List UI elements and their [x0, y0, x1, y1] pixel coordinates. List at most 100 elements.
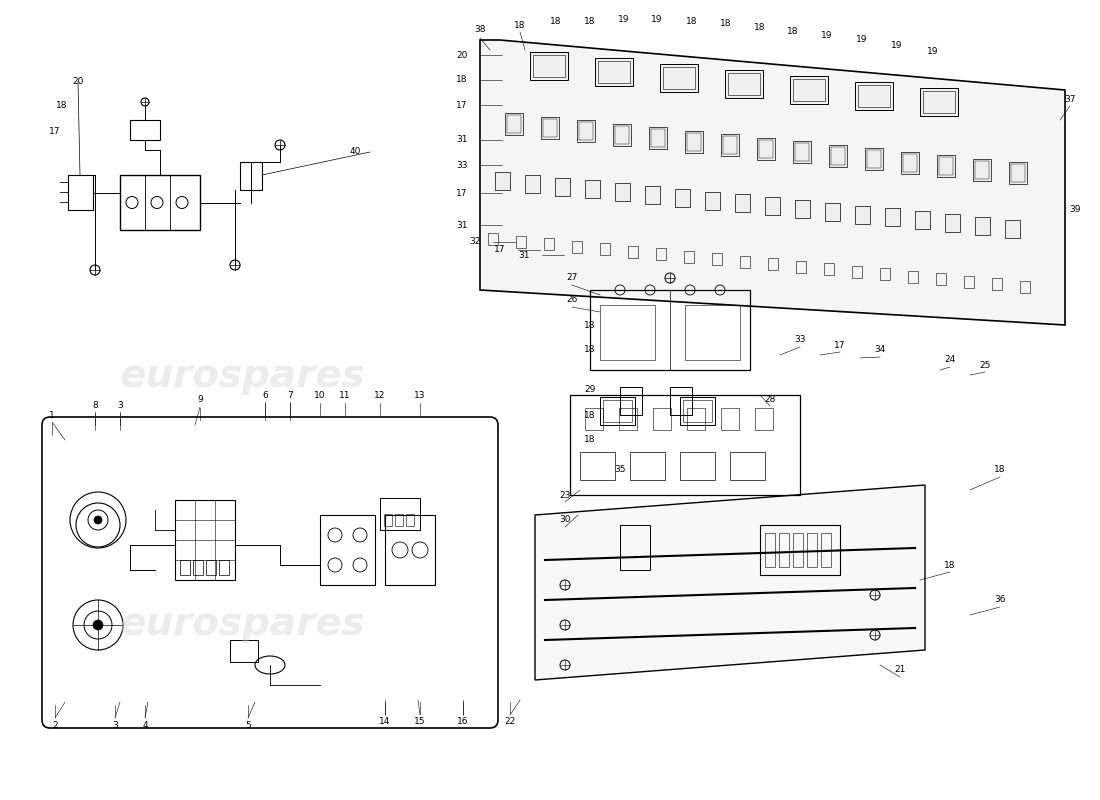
- Bar: [598, 61, 630, 83]
- Text: 2: 2: [52, 721, 58, 730]
- Bar: [572, 241, 582, 253]
- Text: 18: 18: [944, 561, 956, 570]
- Text: 26: 26: [566, 295, 578, 305]
- Bar: [620, 387, 642, 415]
- Text: 11: 11: [339, 390, 351, 399]
- Bar: [534, 55, 565, 77]
- Bar: [920, 88, 958, 116]
- Bar: [384, 514, 392, 526]
- Text: 20: 20: [73, 78, 84, 86]
- Bar: [603, 400, 632, 422]
- Bar: [541, 117, 559, 138]
- Bar: [975, 161, 989, 178]
- Text: 29: 29: [584, 386, 596, 394]
- Bar: [830, 146, 845, 165]
- Bar: [945, 214, 960, 232]
- Text: 24: 24: [945, 355, 956, 365]
- Circle shape: [94, 516, 102, 524]
- Text: 31: 31: [456, 135, 468, 145]
- Bar: [585, 180, 600, 198]
- Bar: [175, 500, 235, 580]
- Bar: [728, 73, 760, 95]
- Text: 28: 28: [764, 395, 776, 405]
- Bar: [379, 498, 420, 530]
- Bar: [908, 270, 918, 282]
- Bar: [755, 408, 773, 430]
- Bar: [790, 76, 828, 104]
- Bar: [660, 64, 698, 92]
- Bar: [795, 200, 810, 218]
- Bar: [1005, 219, 1020, 238]
- Bar: [579, 122, 593, 140]
- Text: 30: 30: [559, 515, 571, 525]
- Text: 31: 31: [518, 250, 530, 259]
- Text: 18: 18: [584, 410, 596, 419]
- Text: 31: 31: [456, 221, 468, 230]
- Bar: [670, 387, 692, 415]
- Text: 8: 8: [92, 401, 98, 410]
- Text: 22: 22: [505, 718, 516, 726]
- Bar: [516, 235, 526, 247]
- Bar: [858, 85, 890, 107]
- Bar: [219, 560, 229, 575]
- Bar: [964, 275, 974, 287]
- Bar: [600, 243, 610, 255]
- Bar: [230, 640, 258, 662]
- Bar: [821, 533, 830, 567]
- Bar: [720, 134, 739, 156]
- Text: 19: 19: [891, 42, 903, 50]
- Bar: [685, 305, 740, 360]
- Bar: [590, 290, 750, 370]
- Bar: [600, 305, 654, 360]
- Text: 32: 32: [470, 238, 481, 246]
- Bar: [712, 253, 722, 265]
- Text: 18: 18: [720, 19, 732, 29]
- Bar: [793, 141, 811, 163]
- Bar: [543, 118, 557, 137]
- Bar: [651, 129, 666, 147]
- Bar: [206, 560, 216, 575]
- Text: eurospares: eurospares: [119, 357, 365, 395]
- Bar: [1009, 162, 1027, 184]
- Bar: [825, 202, 840, 221]
- Bar: [628, 246, 638, 258]
- Bar: [992, 278, 1002, 290]
- Text: 17: 17: [494, 246, 506, 254]
- Bar: [903, 154, 917, 171]
- Text: 18: 18: [56, 101, 68, 110]
- Bar: [764, 198, 780, 215]
- Bar: [886, 208, 900, 226]
- Bar: [619, 408, 637, 430]
- Text: 33: 33: [456, 161, 468, 170]
- Bar: [915, 211, 930, 230]
- Text: 15: 15: [415, 718, 426, 726]
- Text: 1: 1: [50, 410, 55, 419]
- Bar: [880, 268, 890, 280]
- Bar: [768, 258, 778, 270]
- Bar: [939, 157, 953, 175]
- Bar: [855, 206, 870, 223]
- Bar: [723, 136, 737, 154]
- Bar: [595, 58, 632, 86]
- Text: 19: 19: [618, 15, 629, 25]
- Bar: [923, 91, 955, 113]
- Bar: [656, 248, 666, 260]
- Bar: [570, 395, 800, 495]
- Text: 16: 16: [458, 718, 469, 726]
- Bar: [525, 174, 540, 193]
- Text: 9: 9: [197, 395, 202, 405]
- Bar: [1011, 164, 1025, 182]
- Text: 17: 17: [50, 127, 60, 137]
- Bar: [544, 238, 554, 250]
- Bar: [495, 172, 510, 190]
- Bar: [688, 408, 705, 430]
- Polygon shape: [480, 40, 1065, 325]
- Bar: [796, 261, 806, 273]
- Bar: [974, 158, 991, 181]
- Text: 12: 12: [374, 390, 386, 399]
- Text: 17: 17: [456, 101, 468, 110]
- Text: 27: 27: [566, 274, 578, 282]
- Text: 4: 4: [142, 721, 147, 730]
- Bar: [865, 148, 883, 170]
- Bar: [615, 126, 629, 143]
